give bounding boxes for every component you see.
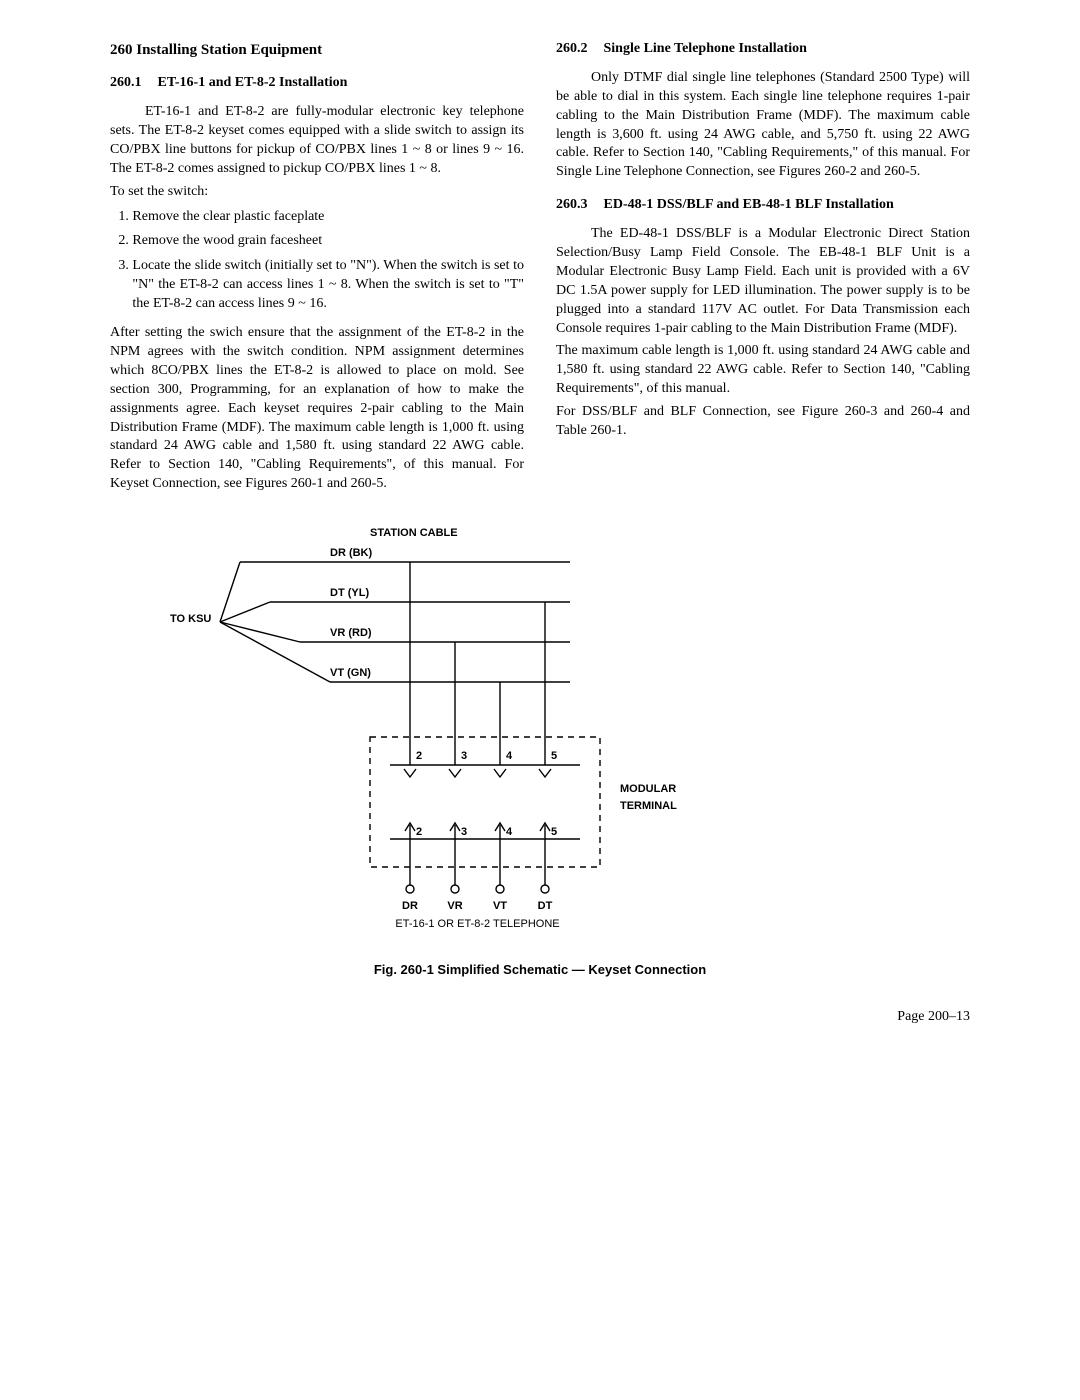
svg-text:ET-16-1 OR ET-8-2 TELEPHONE: ET-16-1 OR ET-8-2 TELEPHONE (395, 918, 559, 930)
svg-text:VR: VR (447, 900, 462, 912)
switch-steps: Remove the clear plastic faceplate Remov… (110, 208, 524, 314)
sub2-title: Single Line Telephone Installation (604, 41, 807, 56)
section-title: 260 Installing Station Equipment (110, 40, 524, 60)
svg-text:2: 2 (416, 750, 422, 762)
para-4c: For DSS/BLF and BLF Connection, see Figu… (556, 403, 970, 441)
para-4b: The maximum cable length is 1,000 ft. us… (556, 342, 970, 399)
svg-text:4: 4 (506, 750, 513, 762)
figure-caption: Fig. 260-1 Simplified Schematic — Keyset… (110, 961, 970, 979)
step-3: Locate the slide switch (initially set t… (132, 257, 524, 314)
sub3-num: 260.3 (556, 196, 600, 215)
subheading-260-2: 260.2 Single Line Telephone Installation (556, 40, 970, 59)
svg-text:3: 3 (461, 826, 467, 838)
svg-text:5: 5 (551, 750, 557, 762)
step-1: Remove the clear plastic faceplate (132, 208, 524, 227)
svg-text:TO KSU: TO KSU (170, 613, 211, 625)
svg-text:2: 2 (416, 826, 422, 838)
para-4: The ED-48-1 DSS/BLF is a Modular Electro… (556, 225, 970, 338)
svg-text:STATION CABLE: STATION CABLE (370, 527, 458, 539)
svg-text:VT (GN): VT (GN) (330, 667, 371, 679)
step-2: Remove the wood grain facesheet (132, 232, 524, 251)
svg-text:DT: DT (538, 900, 553, 912)
para-3: Only DTMF dial single line telephones (S… (556, 69, 970, 182)
svg-text:DR (BK): DR (BK) (330, 547, 372, 559)
svg-text:TERMINAL: TERMINAL (620, 800, 677, 812)
para-1b: To set the switch: (110, 183, 524, 202)
svg-text:DT (YL): DT (YL) (330, 587, 369, 599)
para-1: ET-16-1 and ET-8-2 are fully-modular ele… (110, 103, 524, 179)
schematic-svg: STATION CABLE DR (BK) DT (YL) VR (RD) VT (GN… (110, 522, 810, 942)
sub2-num: 260.2 (556, 40, 600, 59)
sub1-title: ET-16-1 and ET-8-2 Installation (158, 75, 348, 90)
svg-text:MODULAR: MODULAR (620, 783, 676, 795)
svg-text:VR (RD): VR (RD) (330, 627, 372, 639)
svg-text:5: 5 (551, 826, 557, 838)
subheading-260-3: 260.3 ED-48-1 DSS/BLF and EB-48-1 BLF In… (556, 196, 970, 215)
subheading-260-1: 260.1 ET-16-1 and ET-8-2 Installation (110, 74, 524, 93)
svg-text:DR: DR (402, 900, 418, 912)
page-number: Page 200–13 (110, 1008, 970, 1027)
figure-260-1: STATION CABLE DR (BK) DT (YL) VR (RD) VT (GN… (110, 522, 970, 978)
svg-text:VT: VT (493, 900, 507, 912)
sub1-num: 260.1 (110, 74, 154, 93)
sub3-title: ED-48-1 DSS/BLF and EB-48-1 BLF Installa… (604, 197, 894, 212)
svg-text:4: 4 (506, 826, 513, 838)
svg-text:3: 3 (461, 750, 467, 762)
para-2: After setting the swich ensure that the … (110, 324, 524, 494)
